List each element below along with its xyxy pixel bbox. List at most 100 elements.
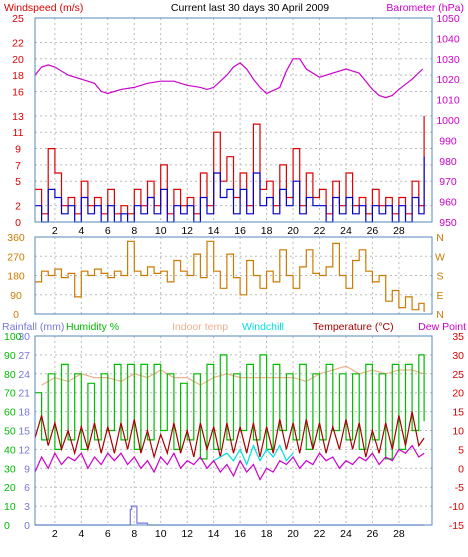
compass-tick-label: W <box>435 251 445 263</box>
compass-tick-label: N <box>436 309 444 321</box>
x-tick-label: 26 <box>367 225 379 237</box>
series-dew-point <box>34 444 425 481</box>
y-temp-tick-label: 15 <box>452 407 464 419</box>
y-humidity-tick-label: 20 <box>4 482 16 494</box>
y-humidity-tick-label: 80 <box>4 369 16 381</box>
y-right-tick-label: 1010 <box>436 95 460 107</box>
y-left-tick-label: 270 <box>7 251 25 263</box>
series-direction <box>35 240 425 312</box>
y-rain-tick-label: 30 <box>18 331 30 343</box>
y-temp-tick-label: 0 <box>458 463 464 475</box>
series-humidity <box>35 354 425 460</box>
y-right-tick-label: 1030 <box>436 54 460 66</box>
x-tick-label: 18 <box>261 528 273 540</box>
compass-tick-label: E <box>436 290 443 302</box>
y-right-tick-label: 1040 <box>436 33 460 45</box>
humidity-temperature-panel: 2 4 6 8 10 12 14 16 18 20 22 24 26 280369121518212427… <box>4 331 464 540</box>
plot-frame <box>34 335 433 526</box>
y-right-tick-label: 980 <box>439 156 457 168</box>
series-indoor-temp <box>41 365 425 386</box>
y-rain-tick-label: 24 <box>18 369 30 381</box>
compass-tick-label: N <box>436 232 444 244</box>
plot-frame <box>34 17 433 223</box>
bottom-legend: Rainfall (mm) Humidity % Indoor temp Win… <box>2 321 466 333</box>
y-left-tick-label: 180 <box>7 271 25 283</box>
x-tick-label: 12 <box>181 528 193 540</box>
legend-windchill: Windchill <box>242 321 284 333</box>
series-barometer <box>34 58 424 99</box>
x-tick-label: 10 <box>155 225 167 237</box>
x-tick-label: 4 <box>78 528 84 540</box>
x-tick-label: 28 <box>393 528 405 540</box>
y-rain-tick-label: 21 <box>18 388 30 400</box>
x-tick-label: 2 <box>52 528 58 540</box>
y-humidity-tick-label: 100 <box>4 331 22 343</box>
y-temp-tick-label: 5 <box>458 444 464 456</box>
x-tick-label: 6 <box>105 528 111 540</box>
y-humidity-tick-label: 10 <box>4 501 16 513</box>
x-tick-label: 20 <box>287 225 299 237</box>
barometer-axis-title: Barometer (hPa) <box>386 2 464 14</box>
x-tick-label: 16 <box>234 225 246 237</box>
legend-humidity: Humidity % <box>66 321 119 333</box>
y-humidity-tick-label: 40 <box>4 444 16 456</box>
y-right-tick-label: 990 <box>439 135 457 147</box>
y-humidity-tick-label: 60 <box>4 407 16 419</box>
series-rainfall-mm <box>35 505 425 526</box>
legend-indoor-temp: Indoor temp <box>172 321 228 333</box>
y-left-tick-label: 2 <box>15 201 21 213</box>
legend-temperature: Temperature (°C) <box>313 321 394 333</box>
y-rain-tick-label: 12 <box>18 444 30 456</box>
x-tick-label: 6 <box>105 225 111 237</box>
plot-frame <box>34 236 433 315</box>
x-tick-label: 20 <box>287 528 299 540</box>
x-tick-label: 22 <box>314 528 326 540</box>
y-left-tick-label: 7 <box>15 160 21 172</box>
y-humidity-tick-label: 90 <box>4 350 16 362</box>
y-temp-tick-label: 35 <box>452 331 464 343</box>
x-tick-label: 16 <box>234 528 246 540</box>
y-left-tick-label: 0 <box>15 217 21 229</box>
y-right-tick-label: 960 <box>439 197 457 209</box>
y-right-tick-label: 1000 <box>436 115 460 127</box>
y-left-tick-label: 22 <box>12 37 24 49</box>
wind-barometer-panel: 2 4 6 8 10 12 14 16 18 20 22 24 26 280257911131618202… <box>12 13 460 237</box>
y-temp-tick-label: -15 <box>449 520 464 532</box>
y-left-tick-label: 9 <box>15 144 21 156</box>
y-rain-tick-label: 9 <box>24 463 30 475</box>
y-left-tick-label: 13 <box>12 111 24 123</box>
x-tick-label: 8 <box>131 225 137 237</box>
y-temp-tick-label: 30 <box>452 350 464 362</box>
legend-dew-point: Dew Point <box>418 321 466 333</box>
y-left-tick-label: 18 <box>12 70 24 82</box>
y-left-tick-label: 20 <box>12 54 24 66</box>
y-left-tick-label: 25 <box>12 13 24 25</box>
y-left-tick-label: 16 <box>12 86 24 98</box>
x-tick-label: 26 <box>367 528 379 540</box>
x-tick-label: 10 <box>155 528 167 540</box>
x-tick-label: 4 <box>78 225 84 237</box>
y-temp-tick-label: 20 <box>452 388 464 400</box>
y-humidity-tick-label: 70 <box>4 388 16 400</box>
x-tick-label: 14 <box>208 225 220 237</box>
y-left-tick-label: 5 <box>15 176 21 188</box>
y-rain-tick-label: 0 <box>24 520 30 532</box>
y-rain-tick-label: 6 <box>24 482 30 494</box>
chart-title: Current last 30 days 30 April 2009 <box>171 2 329 14</box>
y-humidity-tick-label: 0 <box>4 520 10 532</box>
legend-rainfall: Rainfall (mm) <box>2 321 64 333</box>
y-rain-tick-label: 15 <box>18 426 30 438</box>
y-temp-tick-label: -10 <box>449 501 464 513</box>
x-tick-label: 28 <box>393 225 405 237</box>
y-left-tick-label: 360 <box>7 232 25 244</box>
y-left-tick-label: 11 <box>13 127 24 139</box>
x-tick-label: 14 <box>208 528 220 540</box>
y-temp-tick-label: 25 <box>452 369 464 381</box>
y-rain-tick-label: 18 <box>18 407 30 419</box>
x-tick-label: 12 <box>181 225 193 237</box>
series-wind <box>35 156 425 223</box>
x-tick-label: 18 <box>261 225 273 237</box>
series-temperature-c <box>34 411 425 460</box>
